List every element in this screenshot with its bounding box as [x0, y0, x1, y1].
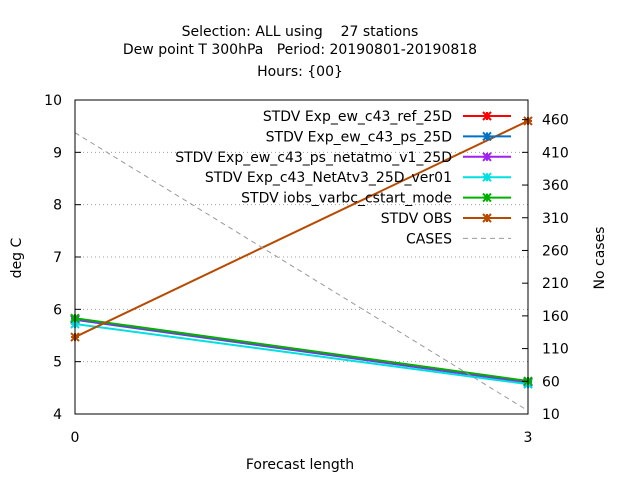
y-tick-label: 8: [53, 198, 62, 214]
legend-marker-2: [482, 152, 492, 162]
y2-tick-label: 110: [542, 342, 569, 358]
legend-marker-0: [482, 111, 492, 121]
chart-title-line-2: Dew point T 300hPa Period: 20190801-2019…: [123, 42, 477, 58]
y-axis-label: deg C: [9, 237, 25, 278]
x-tick-label: 0: [71, 430, 80, 446]
legend-label-4: STDV iobs_varbc_cstart_mode: [241, 191, 452, 207]
ticks: 4 5 6 7 8 9 10 10 60 110 160 210 260 310 360 410 460 0 3: [44, 93, 569, 446]
y2-tick-label: 360: [542, 178, 569, 194]
y2-tick-label: 60: [542, 374, 560, 390]
x-axis-label: Forecast length: [246, 457, 354, 473]
chart-title-line-3: Hours: {00}: [257, 64, 343, 80]
y2-axis-label: No cases: [592, 227, 608, 290]
chart-title-line-1: Selection: ALL using 27 stations: [182, 24, 419, 40]
y2-tick-label: 260: [542, 243, 569, 259]
y-tick-label: 10: [44, 93, 62, 109]
grid: [74, 100, 529, 414]
legend: STDV Exp_ew_c43_ref_25D STDV Exp_ew_c43_p…: [175, 109, 511, 247]
plot-frame: [74, 99, 529, 415]
series-line-4: [74, 317, 529, 383]
y-tick-label: 7: [53, 250, 62, 266]
y-tick-label: 9: [53, 145, 62, 161]
legend-label-6: CASES: [406, 231, 452, 247]
legend-marker-3: [482, 172, 492, 182]
y2-tick-label: 410: [542, 145, 569, 161]
legend-marker-1: [482, 131, 492, 142]
legend-label-0: STDV Exp_ew_c43_ref_25D: [263, 109, 452, 125]
series-line-2: [74, 318, 529, 384]
series-line-6: [74, 132, 529, 412]
legend-label-3: STDV Exp_c43_NetAtv3_25D_ver01: [205, 170, 452, 186]
y2-tick-label: 10: [542, 407, 560, 423]
y-tick-label: 5: [53, 355, 62, 371]
y-tick-label: 4: [53, 407, 62, 423]
series-line-5: [74, 120, 529, 338]
legend-marker-4: [482, 192, 492, 203]
legend-label-1: STDV Exp_ew_c43_ps_25D: [266, 129, 452, 145]
x-tick-label: 3: [524, 430, 533, 446]
legend-label-5: STDV OBS: [381, 211, 452, 227]
series-line-3: [74, 322, 529, 386]
y2-tick-label: 210: [542, 276, 569, 292]
y2-tick-label: 460: [542, 113, 569, 129]
y-tick-label: 6: [53, 302, 62, 318]
legend-label-2: STDV Exp_ew_c43_ps_netatmo_v1_25D: [175, 150, 452, 166]
y2-tick-label: 310: [542, 211, 569, 227]
legend-marker-5: [482, 213, 492, 223]
y2-tick-label: 160: [542, 309, 569, 325]
